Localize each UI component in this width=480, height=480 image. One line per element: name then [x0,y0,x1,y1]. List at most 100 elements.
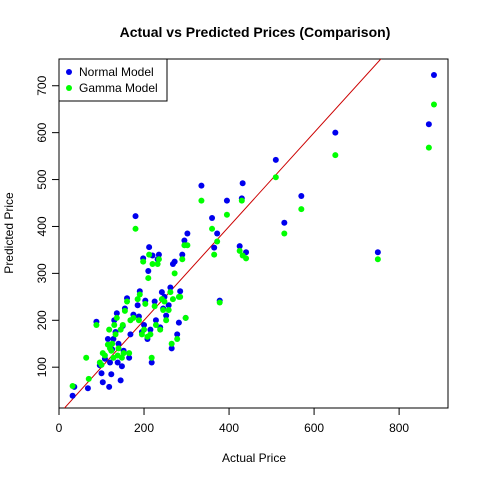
gamma-model-point [272,174,279,181]
gamma-model-point [69,382,76,389]
normal-model-point [145,268,152,275]
normal-model-point [127,331,134,338]
gamma-model-point [236,247,243,254]
gamma-model-point [161,298,168,305]
normal-model-point [184,230,191,237]
legend-label-gamma: Gamma Model [79,81,158,95]
normal-model-point [110,336,117,343]
gamma-model-point [165,306,172,313]
gamma-model-point [98,361,105,368]
y-tick-label: 600 [35,122,49,142]
gamma-model-point [374,256,381,263]
normal-model-point [171,258,178,265]
normal-model-point [115,340,122,347]
normal-model-point [179,251,186,258]
gamma-model-point [177,293,184,300]
gamma-model-point [142,300,149,307]
normal-model-point [126,354,133,361]
normal-model-point [211,244,218,251]
normal-model-point [177,288,184,295]
x-tick-label: 200 [134,421,154,435]
normal-model-point [69,392,76,399]
y-tick-label: 300 [35,263,49,283]
gamma-model-point [112,331,119,338]
gamma-model-point [163,317,170,324]
normal-model-point [113,310,120,317]
normal-model-point [134,302,141,309]
normal-model-point [223,197,230,204]
gamma-model-point [108,347,115,354]
normal-model-point [198,182,205,189]
gamma-model-point [147,331,154,338]
gamma-model-point [121,307,128,314]
gamma-model-point [154,260,161,267]
gamma-model-point [168,340,175,347]
data-points [69,71,437,399]
gamma-model-point [174,336,181,343]
gamma-model-point [85,375,92,382]
gamma-model-point [430,101,437,108]
normal-model-point [332,129,339,136]
normal-model-point [239,180,246,187]
reference-line [63,59,382,408]
gamma-model-point [124,298,131,305]
normal-model-point [132,213,139,220]
gamma-model-point [157,326,164,333]
x-tick-label: 400 [219,421,239,435]
x-axis-label: Actual Price [222,451,286,465]
gamma-model-point [140,258,147,265]
normal-model-point [152,317,159,324]
gamma-model-point [146,251,153,258]
chart-title: Actual vs Predicted Prices (Comparison) [120,24,391,40]
gamma-model-point [106,326,113,333]
gamma-model-point [119,321,126,328]
gamma-model-point [167,289,174,296]
normal-model-point [374,249,381,256]
gamma-model-point [117,326,124,333]
gamma-model-point [132,225,139,232]
normal-model-point [151,298,158,305]
gamma-model-point [93,321,100,328]
x-tick-label: 0 [56,421,63,435]
normal-model-point [209,215,216,222]
gamma-model-point [134,296,141,303]
gamma-model-point [141,326,148,333]
y-axis-label: Predicted Price [2,192,16,274]
gamma-model-point [115,345,122,352]
normal-model-point [118,363,125,370]
normal-model-point [146,244,153,251]
gamma-model-point [118,354,125,361]
gamma-model-point [149,260,156,267]
x-tick-label: 600 [304,421,324,435]
gamma-model-point [109,340,116,347]
gamma-model-point [171,270,178,277]
gamma-model-point [238,197,245,204]
normal-model-point [108,371,115,378]
gamma-model-point [169,296,176,303]
gamma-model-point [209,225,216,232]
normal-model-point [98,370,105,377]
gamma-model-point [214,238,221,245]
legend-label-normal: Normal Model [79,65,154,79]
normal-model-point [175,319,182,326]
gamma-model-point [425,144,432,151]
gamma-model-point [155,256,162,263]
x-tick-label: 800 [389,421,409,435]
gamma-model-point [198,197,205,204]
normal-model-point [106,383,113,390]
normal-model-point [181,237,188,244]
gamma-model-point [223,211,230,218]
x-axis: 0 200 400 600 800 [56,407,409,435]
gamma-model-point [179,256,186,263]
normal-model-point [158,289,165,296]
gamma-model-point [243,255,250,262]
normal-model-point [236,243,243,250]
legend-marker-normal [66,69,72,75]
gamma-model-point [101,352,108,359]
gamma-model-point [216,299,223,306]
normal-model-point [165,302,172,309]
legend-marker-gamma [66,85,72,91]
y-tick-label: 500 [35,169,49,189]
normal-model-point [168,345,175,352]
normal-model-point [114,359,121,366]
